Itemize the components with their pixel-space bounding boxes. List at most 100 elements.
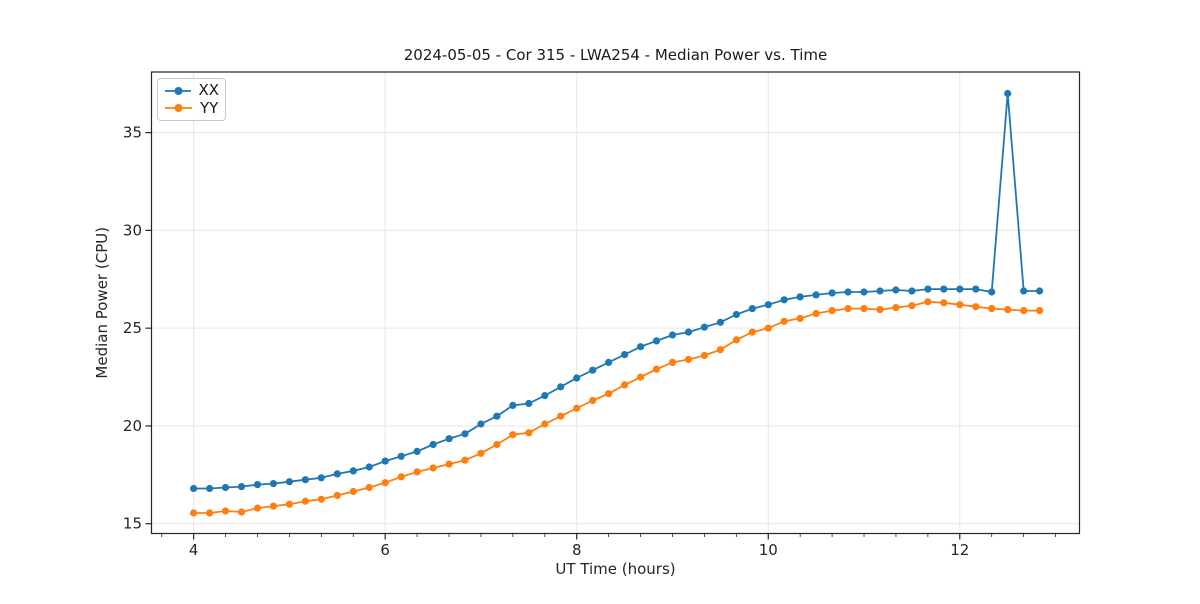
data-point-xx xyxy=(924,285,932,293)
data-point-yy xyxy=(812,309,820,318)
data-point-xx xyxy=(349,467,357,475)
data-point-yy xyxy=(716,346,725,354)
data-point-yy xyxy=(301,497,309,505)
data-point-xx xyxy=(828,289,836,297)
data-point-yy xyxy=(828,307,836,315)
y-tick-label: 35 xyxy=(123,124,142,142)
data-point-yy xyxy=(429,464,437,472)
data-point-xx xyxy=(732,310,741,319)
data-point-yy xyxy=(349,487,357,496)
data-point-xx xyxy=(365,463,373,471)
data-point-xx xyxy=(876,287,884,295)
data-point-yy xyxy=(493,440,501,449)
data-point-xx xyxy=(461,430,469,438)
y-tick-label: 30 xyxy=(123,221,142,239)
data-point-yy xyxy=(908,302,916,310)
data-point-xx xyxy=(1036,287,1044,295)
data-point-yy xyxy=(796,314,804,322)
data-point-xx xyxy=(605,358,613,366)
data-point-xx xyxy=(493,412,501,420)
data-point-xx xyxy=(589,366,597,374)
data-point-xx xyxy=(892,286,900,294)
data-point-xx xyxy=(397,452,405,460)
legend-label-yy: YY xyxy=(200,98,219,117)
data-point-xx xyxy=(509,401,517,409)
data-point-yy xyxy=(509,431,517,439)
ticks-layer: 4 6 8 10 12 15 20 25 30 35 xyxy=(123,124,1056,559)
data-point-xx xyxy=(860,288,868,296)
series-line-yy xyxy=(193,300,1040,514)
data-point-yy xyxy=(1004,306,1012,314)
data-point-xx xyxy=(381,457,389,465)
data-point-yy xyxy=(652,365,661,373)
data-point-yy xyxy=(285,500,293,508)
data-point-xx xyxy=(541,392,549,400)
data-point-yy xyxy=(700,351,709,360)
data-point-yy xyxy=(445,460,453,468)
data-point-xx xyxy=(940,285,948,293)
data-point-yy xyxy=(317,495,325,503)
data-point-yy xyxy=(1020,307,1028,315)
data-point-yy xyxy=(940,299,948,307)
data-point-yy xyxy=(956,301,964,309)
data-point-yy xyxy=(253,504,262,512)
data-point-yy xyxy=(684,355,693,364)
data-point-xx xyxy=(652,337,661,345)
data-point-xx xyxy=(317,474,325,482)
legend-item-xx: XX xyxy=(164,83,219,98)
data-point-yy xyxy=(732,336,741,344)
data-point-yy xyxy=(780,317,788,325)
data-point-xx xyxy=(190,484,198,493)
data-point-yy xyxy=(573,404,581,412)
plot-border xyxy=(150,71,1081,535)
data-point-xx xyxy=(1004,89,1012,98)
data-point-yy xyxy=(589,396,597,405)
data-point-yy xyxy=(748,328,756,336)
data-point-xx xyxy=(1020,287,1028,295)
data-point-xx xyxy=(812,291,820,299)
data-point-xx xyxy=(988,288,996,296)
y-tick-label: 25 xyxy=(123,319,142,337)
data-point-xx xyxy=(764,301,772,309)
data-point-xx xyxy=(525,399,533,408)
data-point-xx xyxy=(413,447,421,455)
data-point-yy xyxy=(477,449,485,457)
data-point-yy xyxy=(621,381,629,389)
data-point-xx xyxy=(206,484,214,493)
data-point-xx xyxy=(285,478,293,486)
data-point-yy xyxy=(892,304,900,312)
x-tick-label: 10 xyxy=(759,541,778,559)
data-point-yy xyxy=(413,468,421,476)
data-point-yy xyxy=(876,306,884,314)
data-point-yy xyxy=(557,412,565,420)
data-point-xx xyxy=(237,483,246,491)
data-point-xx xyxy=(700,323,709,331)
data-point-yy xyxy=(988,305,996,313)
data-point-yy xyxy=(844,305,852,313)
data-point-xx xyxy=(445,435,453,443)
legend-swatch-yy-icon xyxy=(165,104,192,113)
data-point-yy xyxy=(668,358,677,366)
data-point-xx xyxy=(748,305,756,313)
data-point-yy xyxy=(1036,307,1044,315)
data-point-xx xyxy=(908,287,916,295)
x-axis-label: UT Time (hours) xyxy=(555,560,675,578)
data-point-xx xyxy=(429,440,437,449)
legend: XX YY xyxy=(157,78,226,121)
data-point-xx xyxy=(684,328,693,336)
data-point-yy xyxy=(860,305,868,313)
data-point-xx xyxy=(269,480,277,488)
data-point-yy xyxy=(461,456,469,464)
data-point-yy xyxy=(397,473,405,481)
data-point-yy xyxy=(381,479,389,487)
data-point-xx xyxy=(221,483,230,492)
data-point-xx xyxy=(301,476,309,484)
data-point-xx xyxy=(333,470,341,478)
x-tick-label: 12 xyxy=(950,541,969,559)
data-point-yy xyxy=(206,509,214,517)
data-point-yy xyxy=(269,502,277,510)
spines-layer xyxy=(150,71,1081,535)
data-point-xx xyxy=(796,293,804,301)
